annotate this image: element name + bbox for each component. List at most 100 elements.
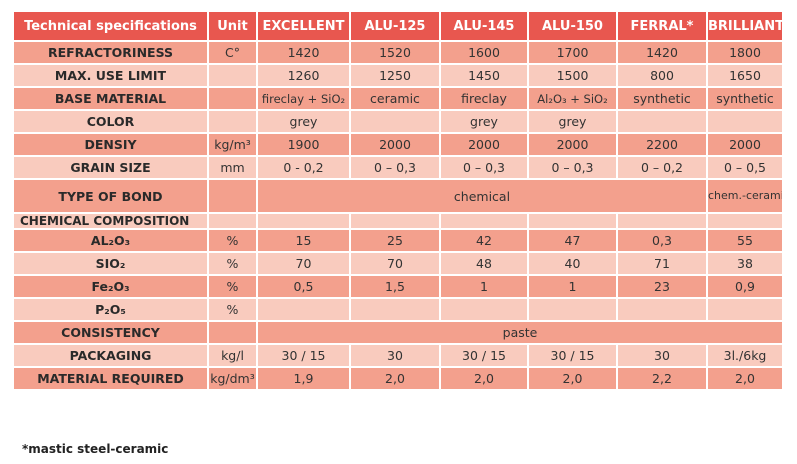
value-cell: 2200 [618,134,706,155]
value-cell: 23 [618,276,706,297]
value-cell: 70 [258,253,349,274]
value-cell: 1650 [708,65,782,86]
row-label: GRAIN SIZE [14,157,207,178]
value-cell: 0 – 0,2 [618,157,706,178]
value-cell: 0,3 [618,230,706,251]
row-label: SIO₂ [14,253,207,274]
row-material-required: MATERIAL REQUIRED kg/dm³ 1,9 2,0 2,0 2,0… [14,368,782,389]
value-cell: 0 – 0,5 [708,157,782,178]
value-cell: 1500 [529,65,616,86]
value-cell: 1 [441,276,527,297]
value-cell: 0 - 0,2 [258,157,349,178]
header-alu-150: ALU-150 [529,12,616,40]
empty-cell [351,214,439,228]
value-cell: 55 [708,230,782,251]
row-packaging: PACKAGING kg/l 30 / 15 30 30 / 15 30 / 1… [14,345,782,366]
value-cell: 71 [618,253,706,274]
technical-specifications-table: Technical specifications Unit EXCELLENT … [12,10,784,391]
value-cell: fireclay + SiO₂ [258,88,349,109]
value-cell: 2,0 [441,368,527,389]
empty-cell [618,214,706,228]
empty-cell [258,214,349,228]
value-cell: 1900 [258,134,349,155]
row-label: AL₂O₃ [14,230,207,251]
value-cell: 1,5 [351,276,439,297]
empty-cell [529,214,616,228]
section-label: CHEMICAL COMPOSITION [14,214,207,228]
value-cell: 70 [351,253,439,274]
row-label: COLOR [14,111,207,132]
value-cell: 2000 [708,134,782,155]
value-cell: 0,5 [258,276,349,297]
unit-cell: % [209,299,256,320]
unit-cell [209,88,256,109]
row-al2o3: AL₂O₃ % 15 25 42 47 0,3 55 [14,230,782,251]
value-cell: 38 [708,253,782,274]
header-unit: Unit [209,12,256,40]
value-cell: 30 / 15 [529,345,616,366]
unit-cell: % [209,276,256,297]
value-cell [618,111,706,132]
header-ferral: FERRAL* [618,12,706,40]
value-cell: 0,9 [708,276,782,297]
value-cell: 30 [351,345,439,366]
unit-cell [209,180,256,212]
value-cell: 1420 [258,42,349,63]
row-base-material: BASE MATERIAL fireclay + SiO₂ ceramic fi… [14,88,782,109]
row-label: MAX. USE LIMIT [14,65,207,86]
value-cell: 2,2 [618,368,706,389]
row-color: COLOR grey grey grey [14,111,782,132]
header-alu-125: ALU-125 [351,12,439,40]
value-cell: chem.-ceramics [708,180,782,212]
row-grain-size: GRAIN SIZE mm 0 - 0,2 0 – 0,3 0 – 0,3 0 … [14,157,782,178]
row-p2o5: P₂O₅ % [14,299,782,320]
unit-cell: mm [209,157,256,178]
row-label: P₂O₅ [14,299,207,320]
value-cell: 2,0 [708,368,782,389]
value-cell [708,299,782,320]
row-max-use-limit: MAX. USE LIMIT 1260 1250 1450 1500 800 1… [14,65,782,86]
unit-cell: kg/l [209,345,256,366]
merged-value-cell: paste [258,322,782,343]
value-cell: 0 – 0,3 [529,157,616,178]
unit-cell: kg/dm³ [209,368,256,389]
header-technical-specifications: Technical specifications [14,12,207,40]
value-cell [529,299,616,320]
unit-cell [209,322,256,343]
empty-cell [209,214,256,228]
value-cell: 40 [529,253,616,274]
value-cell: 0 – 0,3 [441,157,527,178]
value-cell: Al₂O₃ + SiO₂ [529,88,616,109]
value-cell [351,299,439,320]
value-cell: 1260 [258,65,349,86]
unit-cell: % [209,230,256,251]
row-refractoriness: REFRACTORINESS C° 1420 1520 1600 1700 14… [14,42,782,63]
value-cell: 25 [351,230,439,251]
value-cell: 1600 [441,42,527,63]
row-chemical-composition: CHEMICAL COMPOSITION [14,214,782,228]
empty-cell [441,214,527,228]
value-cell: 0 – 0,3 [351,157,439,178]
value-cell: 48 [441,253,527,274]
footnote: *mastic steel-ceramic [22,442,169,456]
value-cell: 1420 [618,42,706,63]
value-cell: 2000 [529,134,616,155]
value-cell: ceramic [351,88,439,109]
value-cell [258,299,349,320]
row-label: MATERIAL REQUIRED [14,368,207,389]
value-cell: 2000 [351,134,439,155]
header-brilliant: BRILLIANT [708,12,782,40]
row-label: DENSIY [14,134,207,155]
value-cell: fireclay [441,88,527,109]
value-cell: 30 [618,345,706,366]
value-cell: 1450 [441,65,527,86]
merged-value-cell: chemical [258,180,706,212]
value-cell: 800 [618,65,706,86]
value-cell: grey [529,111,616,132]
row-type-of-bond: TYPE OF BOND chemical chem.-ceramics [14,180,782,212]
row-sio2: SIO₂ % 70 70 48 40 71 38 [14,253,782,274]
row-label: REFRACTORINESS [14,42,207,63]
value-cell: 1250 [351,65,439,86]
header-row: Technical specifications Unit EXCELLENT … [14,12,782,40]
value-cell: 30 / 15 [441,345,527,366]
